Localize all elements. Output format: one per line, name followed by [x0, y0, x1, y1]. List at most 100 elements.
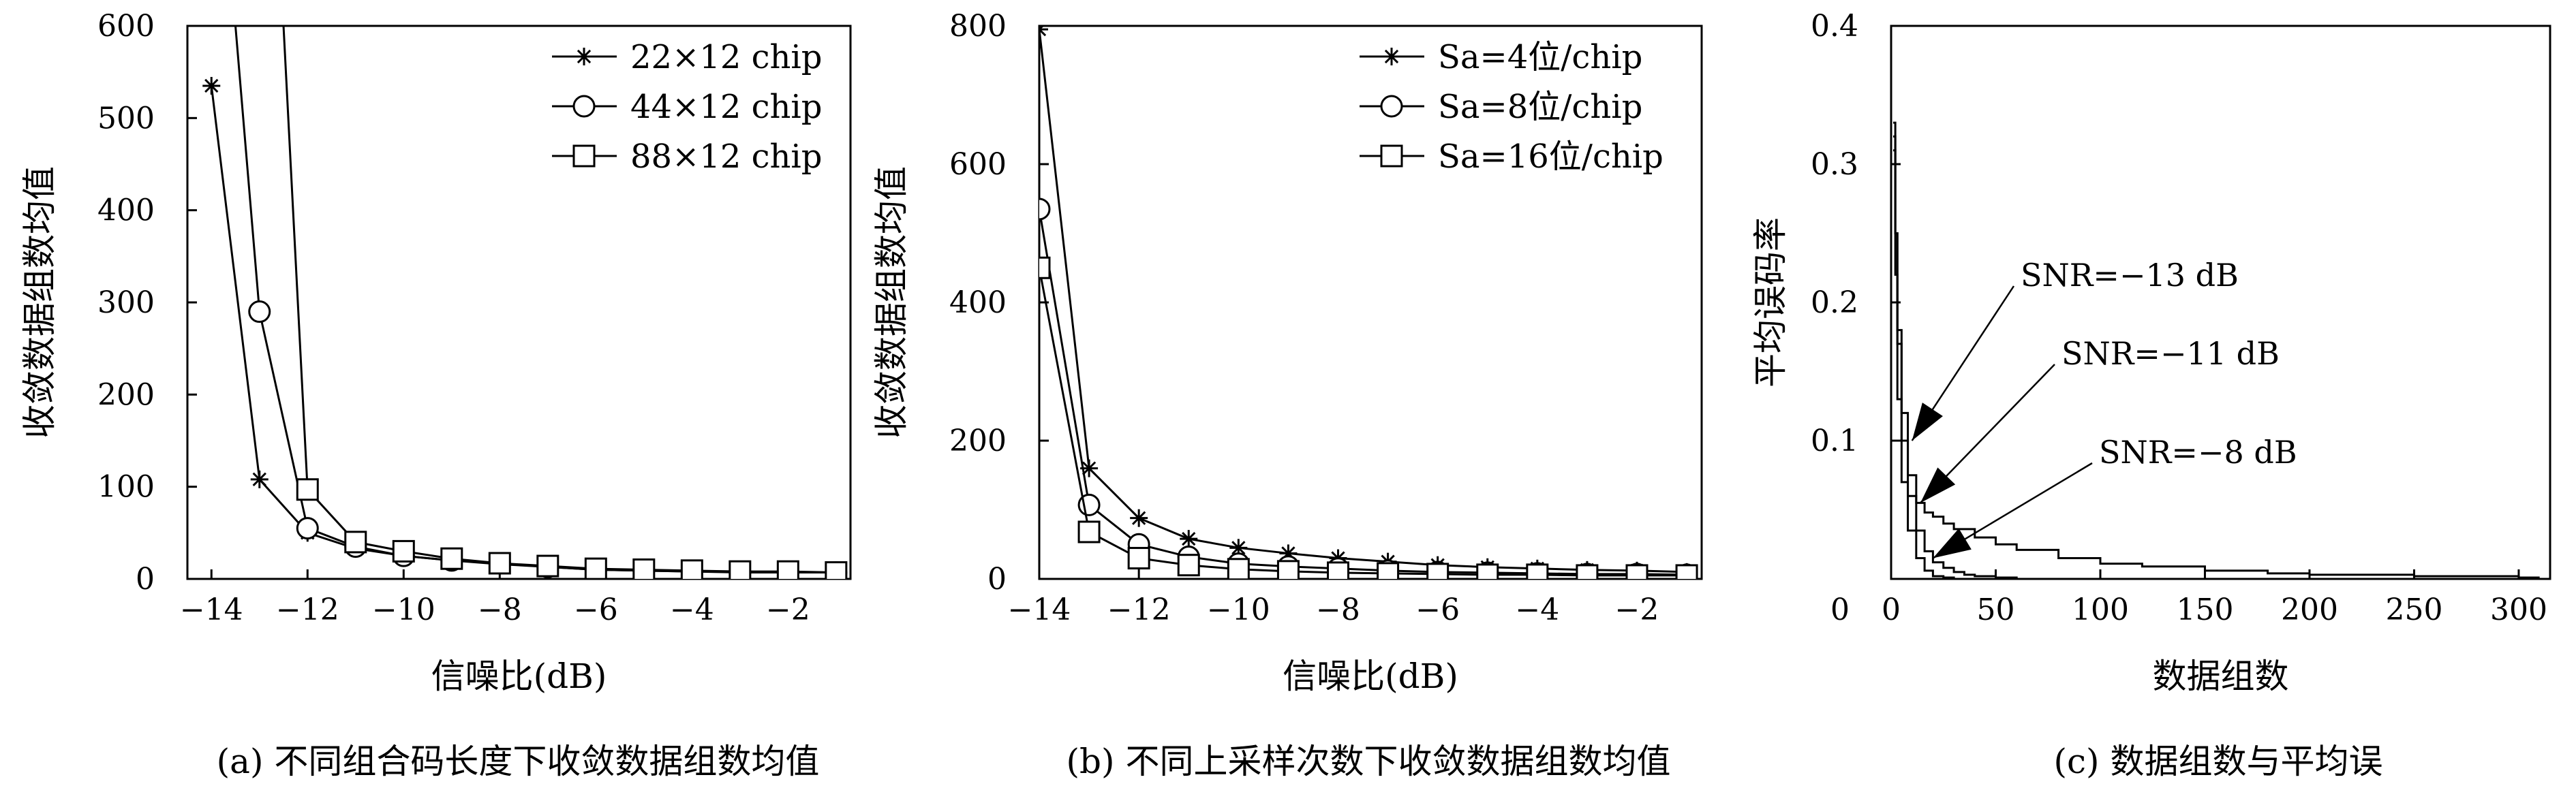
x-tick-label: −4 [1515, 593, 1559, 627]
chart-panel-a: −14 −12 −10 −8 −6 −4 −2 0 100 200 300 400 500 600 信噪比(… [20, 9, 852, 781]
y-axis-label: 收敛数据组数均值 [872, 166, 911, 439]
x-tick-label: −14 [1008, 593, 1071, 627]
x-axis-label: 信噪比(dB) [431, 657, 607, 696]
x-tick-label: −8 [478, 593, 522, 627]
x-tick-label: −10 [372, 593, 435, 627]
x-tick-label: 100 [2072, 593, 2129, 627]
data-point-circle [296, 517, 319, 540]
y-tick-label: 600 [97, 9, 155, 44]
plot-frame [1890, 25, 2551, 580]
annotation-label: SNR=−13 dB [2021, 257, 2239, 294]
x-tick-label: −6 [1415, 593, 1460, 627]
y-tick-label: 100 [97, 470, 155, 505]
x-tick-label: 250 [2385, 593, 2442, 627]
x-tick-label: −4 [670, 593, 714, 627]
data-point-square [1276, 560, 1300, 579]
legend-marker-circle [572, 95, 596, 118]
x-tick-label: −14 [180, 593, 243, 627]
y-tick-label: 200 [97, 377, 155, 412]
series-line-3 [1039, 267, 1687, 577]
y-tick-label: 400 [97, 193, 155, 228]
chart-caption: (c) 数据组数与平均误 [2054, 742, 2383, 781]
data-point-square [296, 478, 319, 501]
y-tick-label: 0 [136, 562, 155, 597]
data-point-square [392, 539, 415, 563]
y-tick-label: 0.4 [1811, 9, 1858, 44]
legend-entry: 22×12 chip [630, 38, 823, 76]
data-point-square [729, 560, 752, 579]
legend: 22×12 chip 44×12 chip 88×12 chip [552, 38, 823, 176]
plot-area [202, 26, 848, 579]
data-point-star [1039, 26, 1048, 39]
chart-caption: (b) 不同上采样次数下收敛数据组数均值 [1067, 742, 1671, 781]
legend-marker-star [575, 48, 593, 65]
series-line-2 [1893, 135, 2018, 579]
data-point-star [202, 76, 221, 95]
y-tick-label: 0.1 [1811, 424, 1858, 458]
data-point-square [1127, 547, 1150, 570]
y-tick-label: 200 [949, 424, 1007, 458]
x-tick-label: −2 [1615, 593, 1659, 627]
x-tick-label: 200 [2281, 593, 2338, 627]
x-tick-label: −8 [1316, 593, 1360, 627]
x-tick-label: −6 [574, 593, 618, 627]
data-point-square [1377, 562, 1400, 579]
plot-area [1893, 121, 2540, 579]
data-point-square [680, 559, 703, 579]
y-axis-label: 收敛数据组数均值 [20, 166, 59, 439]
data-point-square [776, 560, 799, 579]
data-point-circle [248, 300, 271, 324]
data-point-square [440, 547, 463, 570]
data-point-square [1526, 563, 1549, 579]
data-point-square [584, 557, 607, 579]
x-tick-label: −10 [1207, 593, 1270, 627]
y-tick-label: 0.3 [1811, 147, 1858, 182]
data-point-square [488, 552, 511, 575]
data-point-square [1576, 564, 1599, 579]
x-tick-label: 50 [1976, 593, 2014, 627]
data-point-square [1039, 256, 1051, 279]
data-point-star [1180, 530, 1198, 548]
chart-panel-b: −14 −12 −10 −8 −6 −4 −2 0 200 400 600 800 信噪比(dB) 收敛数… [872, 9, 1703, 781]
x-tick-label: −2 [766, 593, 810, 627]
series-line-3 [1893, 149, 2540, 579]
x-tick-label: −12 [1107, 593, 1171, 627]
origin-label: 0 [1830, 593, 1850, 627]
legend-marker-star [1383, 48, 1400, 65]
legend: Sa=4位/chip Sa=8位/chip Sa=16位/chip [1360, 38, 1663, 176]
legend-marker-square [1380, 144, 1403, 168]
data-point-square [632, 558, 656, 579]
y-tick-label: 800 [949, 9, 1007, 44]
annotations: SNR=−13 dB SNR=−11 dB SNR=−8 dB [1911, 257, 2297, 559]
x-axis-label: 信噪比(dB) [1283, 657, 1458, 696]
legend-marker-square [572, 144, 596, 168]
annotation-arrow-head [1933, 528, 1972, 558]
legend-entry: Sa=16位/chip [1438, 138, 1663, 176]
annotation-arrow-head [1912, 403, 1943, 441]
chart-caption: (a) 不同组合码长度下收敛数据组数均值 [217, 742, 820, 781]
plot-area [1039, 26, 1698, 579]
x-tick-label: 0 [1882, 593, 1901, 627]
data-point-square [1326, 561, 1349, 579]
data-point-square [1675, 564, 1698, 579]
y-tick-label: 600 [949, 147, 1007, 182]
y-tick-label: 0 [987, 562, 1007, 597]
x-tick-label: −12 [276, 593, 339, 627]
legend-marker-circle [1380, 95, 1403, 118]
data-point-square [1426, 563, 1450, 579]
annotation-arrow-head [1920, 467, 1956, 503]
legend-entry: 44×12 chip [630, 88, 823, 126]
y-tick-label: 400 [949, 285, 1007, 320]
data-point-square [825, 561, 848, 579]
y-axis-label: 平均误码率 [1751, 217, 1790, 388]
data-point-square [1177, 554, 1200, 577]
data-point-square [1227, 558, 1250, 579]
data-point-star [250, 470, 269, 488]
x-tick-label: 150 [2176, 593, 2233, 627]
annotation-label: SNR=−11 dB [2061, 335, 2280, 372]
data-point-square [1476, 563, 1499, 579]
annotation-label: SNR=−8 dB [2099, 434, 2297, 471]
x-axis-label: 数据组数 [2153, 657, 2289, 696]
data-point-square [536, 554, 559, 578]
